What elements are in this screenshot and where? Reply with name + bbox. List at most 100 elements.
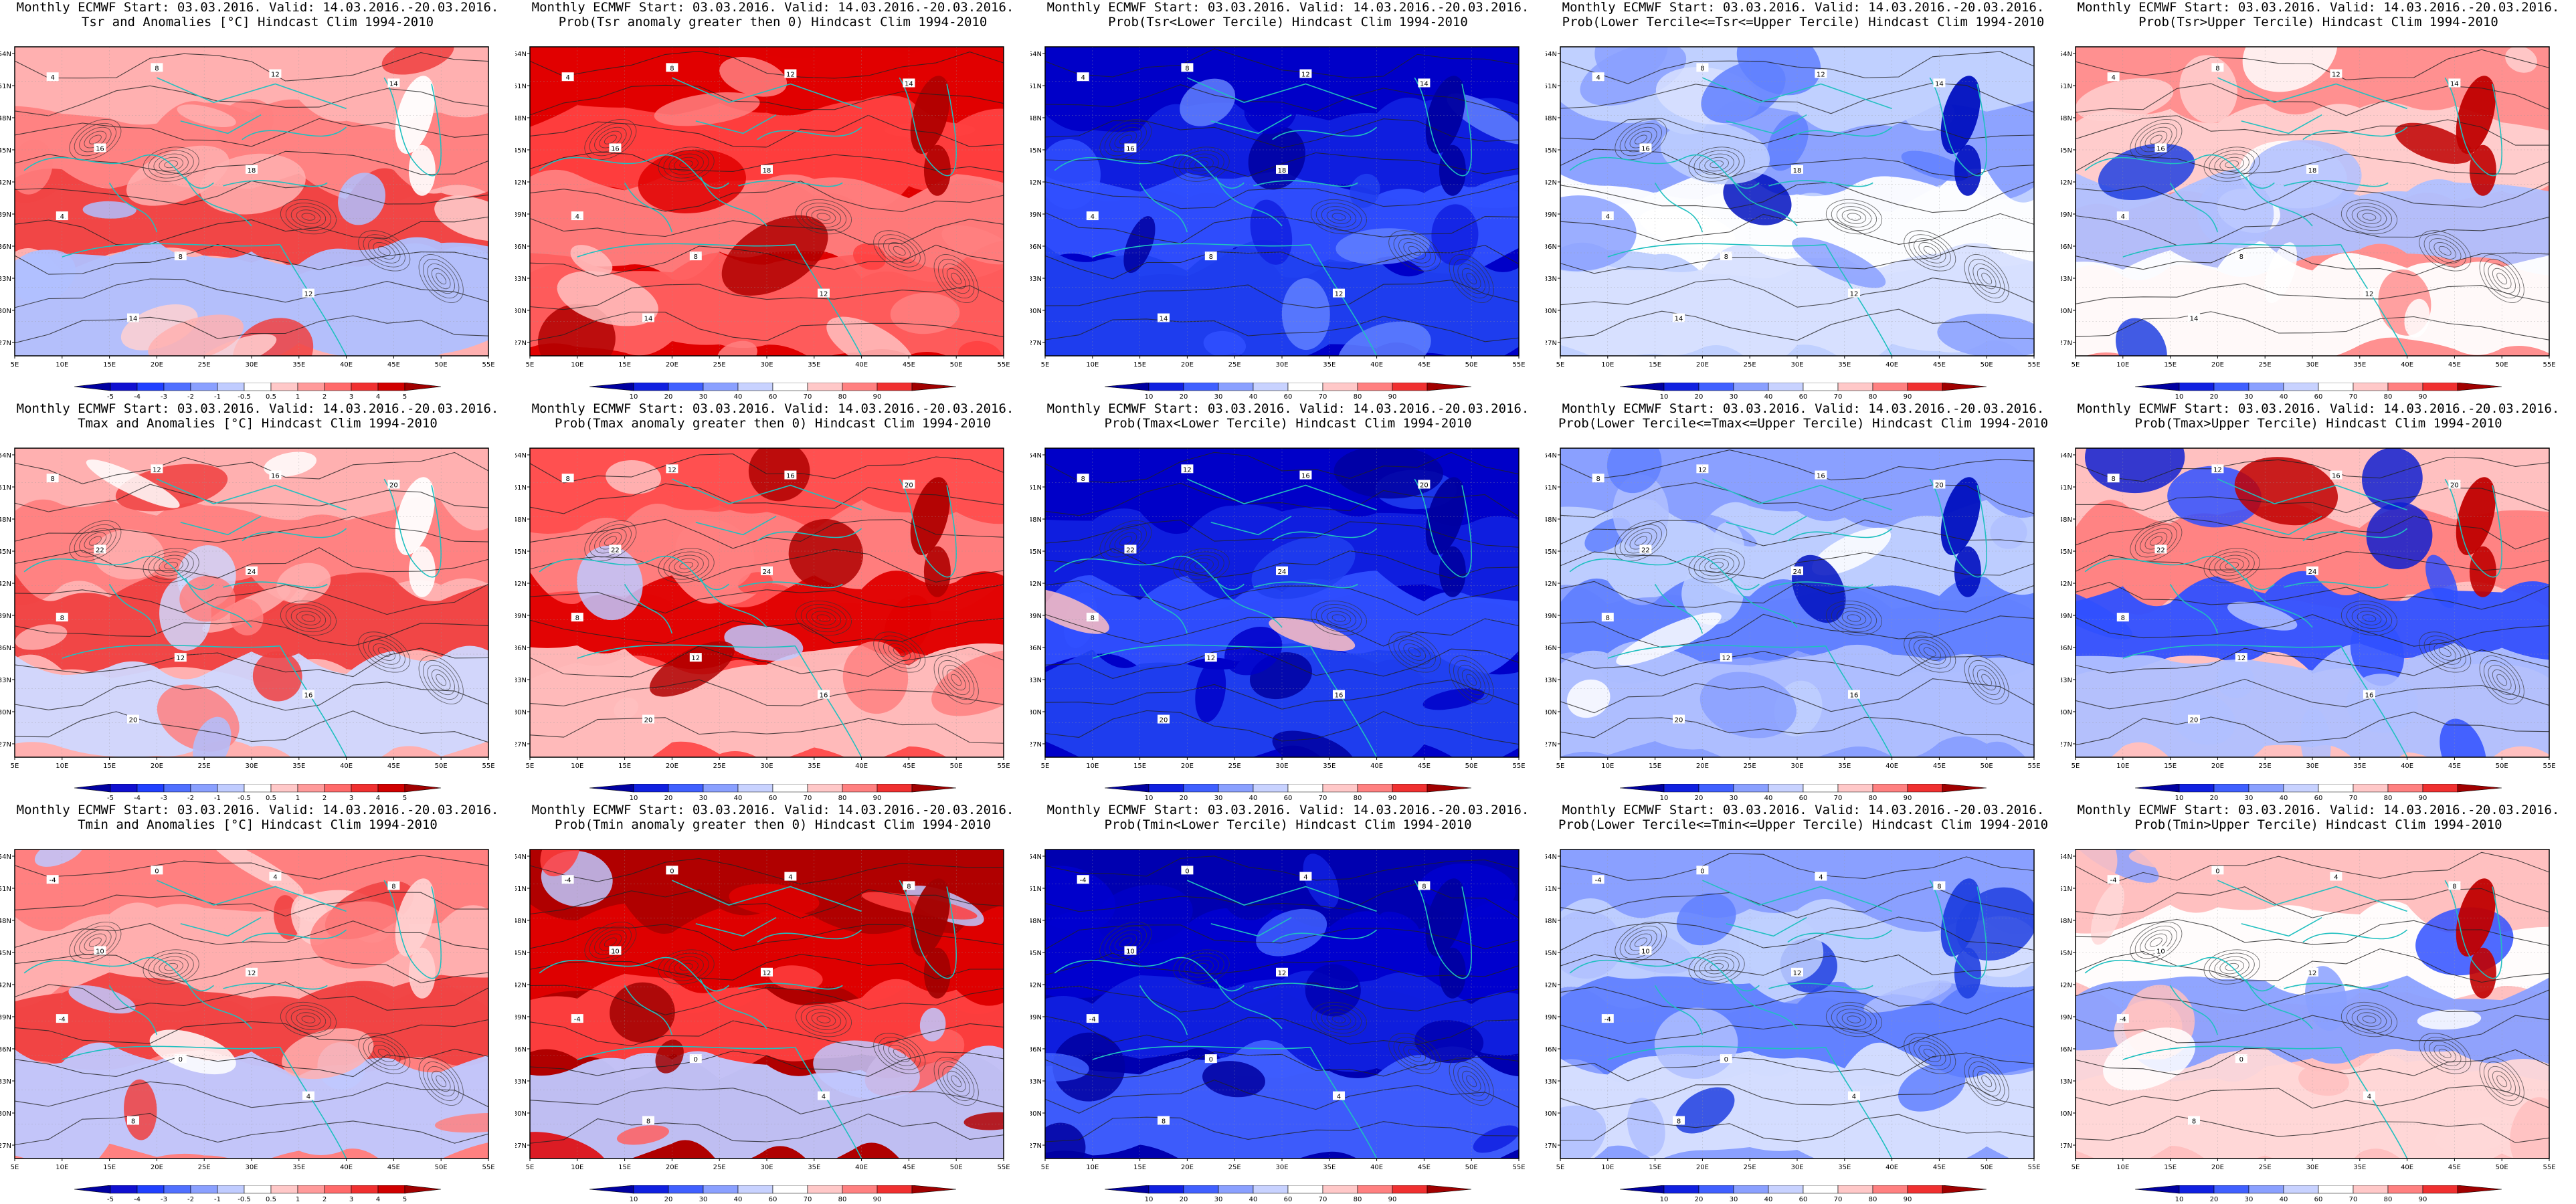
colorbar-swatch — [1392, 784, 1428, 793]
isotherm-contour — [1045, 316, 1519, 342]
contour-label-box — [1791, 566, 1803, 575]
terrain-contour — [2219, 157, 2244, 172]
contour-label: -4 — [565, 877, 571, 884]
shaded-blob — [1045, 139, 1101, 209]
lon-tick-label: 35E — [2353, 1164, 2366, 1171]
colorbar-tick-label: 70 — [1834, 795, 1843, 802]
coastline — [695, 916, 777, 937]
lon-tick-label: 35E — [292, 361, 305, 369]
contour-label-box — [689, 653, 702, 662]
shaded-blob — [616, 1125, 669, 1145]
coastline — [1253, 180, 1358, 187]
contour-label-box — [1815, 69, 1827, 78]
shaded-blob — [1713, 522, 1744, 568]
colorbar-swatch — [1619, 383, 1665, 391]
contour-label-box — [903, 78, 915, 88]
coastline — [2340, 1047, 2408, 1159]
lon-tick-label: 30E — [2306, 763, 2318, 770]
terrain-contour — [2479, 656, 2524, 704]
coastline — [672, 880, 862, 912]
colorbar-swatch — [244, 784, 272, 793]
shaded-blob — [2227, 601, 2298, 631]
colorbar-tick-label: 40 — [2280, 795, 2288, 802]
terrain-contour — [2357, 611, 2382, 625]
terrain-contour — [1918, 1044, 1942, 1062]
terrain-contour — [2209, 952, 2255, 981]
lon-tick-label: 10E — [56, 1164, 68, 1171]
contour-label: 0 — [670, 868, 674, 875]
colorbar-swatch — [2422, 383, 2458, 391]
coastline — [1569, 154, 1760, 189]
contour-label-box — [784, 872, 797, 881]
contour-label-box — [46, 875, 59, 884]
colorbar-tick-label: 60 — [1284, 795, 1293, 802]
shaded-blob — [68, 985, 136, 1014]
shaded-blob — [1045, 866, 1116, 931]
terrain-contour — [1326, 1012, 1352, 1027]
terrain-contour — [2362, 1015, 2377, 1023]
coastline — [1092, 1045, 1311, 1060]
lat-tick-label: 27N — [515, 741, 527, 748]
colorbar-tick-label: 5 — [403, 1196, 407, 1203]
colorbar-tick-label: 40 — [1764, 393, 1773, 401]
shaded-blob — [931, 649, 1004, 716]
colorbar-tick-label: 80 — [1869, 795, 1877, 802]
colorbar-tick-label: 5 — [403, 795, 407, 802]
coastline — [2444, 478, 2502, 578]
shaded-blob — [2234, 457, 2338, 526]
colorbar-swatch — [1872, 383, 1908, 391]
colorbar-tick-label: 10 — [630, 393, 638, 401]
colorbar-tick-label: 10 — [1660, 1196, 1669, 1203]
coastline — [185, 979, 252, 1029]
terrain-contour — [878, 234, 921, 268]
colorbar: 10 20 30 40 60 70 80 90 — [1104, 383, 1472, 401]
lon-tick-label: 40E — [1885, 763, 1898, 770]
lon-tick-label: 35E — [808, 763, 820, 770]
lat-tick-label: 39N — [1030, 211, 1042, 219]
terrain-contour — [800, 604, 847, 633]
shaded-blob — [1422, 688, 1485, 710]
panel-title-line1: Monthly ECMWF Start: 03.03.2016. Valid: … — [16, 803, 499, 817]
coastline — [242, 126, 347, 140]
shaded-blob — [2395, 122, 2474, 164]
colorbar-swatch — [1768, 784, 1804, 793]
shaded-blob — [1052, 1032, 1125, 1102]
terrain-contour — [1178, 952, 1224, 981]
terrain-contour — [584, 118, 637, 161]
lat-tick-label: 45N — [1030, 147, 1042, 155]
contour-label-box — [1418, 480, 1431, 489]
contour-label-box — [2363, 1091, 2375, 1100]
lat-tick-label: 39N — [0, 613, 11, 620]
lat-tick-label: 36N — [1546, 645, 1557, 652]
colorbar-tick-label: 70 — [2349, 1196, 2358, 1203]
lon-tick-label: 50E — [435, 361, 448, 369]
terrain-contour — [1449, 656, 1494, 704]
contour-label: 12 — [1722, 655, 1730, 662]
colorbar-swatch — [1427, 1185, 1472, 1194]
contour-label: 10 — [2156, 948, 2165, 955]
terrain-contour — [373, 241, 396, 260]
contour-label: 8 — [1677, 1118, 1681, 1126]
lon-tick-label: 45E — [903, 763, 915, 770]
panel-title-line1: Monthly ECMWF Start: 03.03.2016. Valid: … — [1562, 803, 2045, 817]
terrain-contour — [1710, 963, 1724, 971]
colorbar-swatch — [633, 383, 669, 391]
colorbar-swatch — [2248, 784, 2284, 793]
shaded-blob — [1195, 660, 1226, 722]
colorbar-tick-label: -1 — [214, 393, 221, 401]
coastline — [185, 577, 252, 628]
lon-tick-label: 35E — [1323, 763, 1336, 770]
lon-tick-label: 25E — [713, 763, 726, 770]
shaded-blob — [1256, 908, 1327, 957]
shaded-blob — [210, 849, 304, 895]
colorbar-swatch — [297, 1185, 325, 1194]
contour-label: 8 — [50, 476, 54, 483]
contour-label-box — [1847, 288, 1860, 298]
lon-tick-label: 25E — [713, 1164, 726, 1171]
shaded-blob — [717, 340, 757, 356]
coastline — [2302, 126, 2408, 140]
lon-tick-label: 10E — [1601, 763, 1614, 770]
colorbar-swatch — [404, 1185, 442, 1194]
contour-label-box — [1418, 881, 1431, 890]
coastline — [383, 77, 442, 177]
